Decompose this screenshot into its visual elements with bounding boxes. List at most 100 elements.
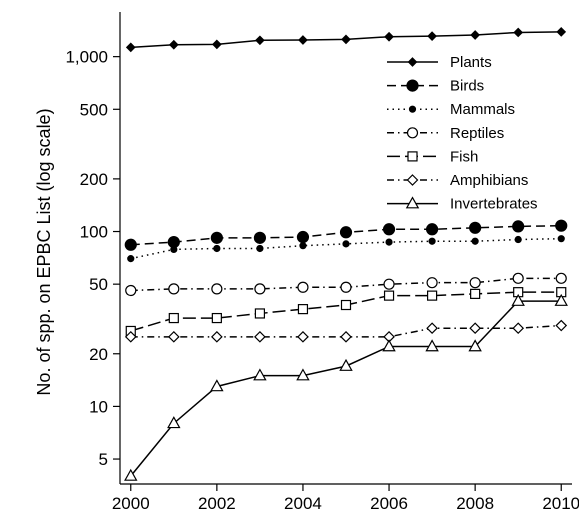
data-point-mammals bbox=[428, 237, 436, 245]
data-point-invertebrates bbox=[253, 368, 267, 381]
legend-label-invertebrates: Invertebrates bbox=[450, 196, 538, 213]
data-point-fish bbox=[340, 299, 352, 311]
y-tick-label: 500 bbox=[80, 100, 108, 119]
data-point-birds bbox=[382, 223, 396, 236]
data-point-plants bbox=[168, 39, 179, 50]
legend-entry-plants: Plants bbox=[387, 54, 492, 71]
data-point-plants bbox=[212, 39, 222, 50]
data-point-fish bbox=[426, 290, 438, 301]
data-point-reptiles bbox=[297, 281, 309, 293]
x-tick-label: 2006 bbox=[370, 494, 408, 513]
data-point-invertebrates bbox=[124, 468, 138, 481]
x-tick-label: 2004 bbox=[284, 494, 322, 513]
x-tick-label: 2002 bbox=[198, 494, 236, 513]
data-point-amphibians bbox=[426, 322, 438, 335]
data-point-mammals bbox=[557, 235, 565, 243]
series-amphibians bbox=[124, 319, 568, 343]
data-point-reptiles bbox=[469, 277, 481, 289]
data-point-fish bbox=[297, 304, 309, 315]
series-plants bbox=[125, 27, 567, 53]
data-point-mammals bbox=[127, 255, 135, 263]
data-point-reptiles bbox=[426, 277, 438, 289]
legend-label-plants: Plants bbox=[450, 54, 492, 71]
series-mammals bbox=[127, 235, 565, 263]
data-point-amphibians bbox=[254, 330, 266, 343]
legend-entry-amphibians: Amphibians bbox=[387, 172, 528, 189]
legend-entry-birds: Birds bbox=[387, 78, 484, 95]
y-tick-label: 100 bbox=[80, 223, 108, 242]
data-point-fish bbox=[211, 312, 222, 324]
data-point-birds bbox=[555, 219, 568, 232]
data-point-mammals bbox=[213, 244, 221, 253]
series-line-mammals bbox=[130, 237, 562, 260]
legend-label-fish: Fish bbox=[450, 148, 478, 165]
data-point-birds bbox=[253, 231, 267, 244]
data-point-plants bbox=[470, 30, 480, 40]
legend-entry-reptiles: Reptiles bbox=[387, 125, 504, 142]
data-point-invertebrates bbox=[167, 416, 181, 429]
data-point-invertebrates bbox=[382, 339, 396, 352]
legend-marker-reptiles bbox=[406, 127, 419, 139]
legend-label-birds: Birds bbox=[450, 78, 484, 95]
chart-legend: Plants Birds Mammals Reptiles Fish Amphibians… bbox=[387, 54, 538, 213]
data-point-amphibians bbox=[469, 322, 481, 335]
data-point-invertebrates bbox=[296, 368, 310, 381]
data-point-invertebrates bbox=[511, 293, 525, 306]
series-line-invertebrates bbox=[130, 300, 562, 477]
data-point-plants bbox=[125, 42, 136, 53]
data-point-amphibians bbox=[167, 330, 180, 343]
y-tick-label: 50 bbox=[89, 275, 108, 294]
data-point-birds bbox=[469, 221, 482, 234]
series-invertebrates bbox=[124, 293, 568, 481]
legend-marker-invertebrates bbox=[405, 196, 420, 209]
y-tick-label: 20 bbox=[89, 345, 108, 364]
x-tick-label: 2010 bbox=[542, 494, 579, 513]
y-axis-title: No. of spp. on EPBC List (log scale) bbox=[34, 108, 54, 395]
data-point-reptiles bbox=[512, 272, 524, 284]
data-point-reptiles bbox=[254, 283, 266, 295]
data-point-mammals bbox=[256, 244, 264, 253]
data-point-invertebrates bbox=[554, 293, 568, 306]
data-point-birds bbox=[512, 220, 525, 233]
y-tick-label: 5 bbox=[99, 450, 108, 469]
series-birds bbox=[124, 219, 568, 251]
legend-label-amphibians: Amphibians bbox=[450, 172, 528, 189]
x-tick-label: 2000 bbox=[112, 494, 150, 513]
data-point-reptiles bbox=[383, 278, 395, 290]
legend-label-mammals: Mammals bbox=[450, 101, 515, 118]
data-point-birds bbox=[339, 226, 353, 239]
legend-label-reptiles: Reptiles bbox=[450, 125, 504, 142]
data-point-plants bbox=[341, 34, 351, 45]
data-point-invertebrates bbox=[468, 339, 482, 352]
series-fish bbox=[125, 287, 567, 337]
data-point-mammals bbox=[170, 245, 178, 254]
data-point-mammals bbox=[471, 237, 479, 245]
data-point-plants bbox=[513, 27, 524, 38]
data-point-birds bbox=[210, 231, 223, 244]
series-layer bbox=[124, 27, 568, 481]
y-tick-label: 10 bbox=[89, 397, 108, 416]
data-point-plants bbox=[427, 31, 437, 41]
data-point-birds bbox=[296, 230, 310, 244]
data-point-amphibians bbox=[512, 322, 525, 335]
legend-entry-mammals: Mammals bbox=[387, 101, 515, 118]
data-point-birds bbox=[124, 238, 137, 251]
data-point-birds bbox=[425, 223, 439, 236]
y-tick-label: 1,000 bbox=[65, 48, 108, 67]
data-point-fish bbox=[383, 290, 395, 301]
data-point-amphibians bbox=[340, 330, 352, 343]
data-point-mammals bbox=[299, 242, 307, 250]
legend-entry-invertebrates: Invertebrates bbox=[387, 196, 538, 213]
y-tick-label: 200 bbox=[80, 170, 108, 189]
data-point-amphibians bbox=[297, 330, 309, 343]
data-point-reptiles bbox=[340, 281, 352, 293]
data-point-mammals bbox=[514, 235, 522, 244]
data-point-amphibians bbox=[124, 330, 137, 343]
data-point-reptiles bbox=[168, 283, 180, 295]
legend-marker-birds bbox=[406, 79, 419, 92]
data-point-amphibians bbox=[555, 319, 568, 332]
data-point-amphibians bbox=[211, 330, 223, 343]
data-point-reptiles bbox=[555, 272, 567, 284]
x-tick-label: 2008 bbox=[456, 494, 494, 513]
